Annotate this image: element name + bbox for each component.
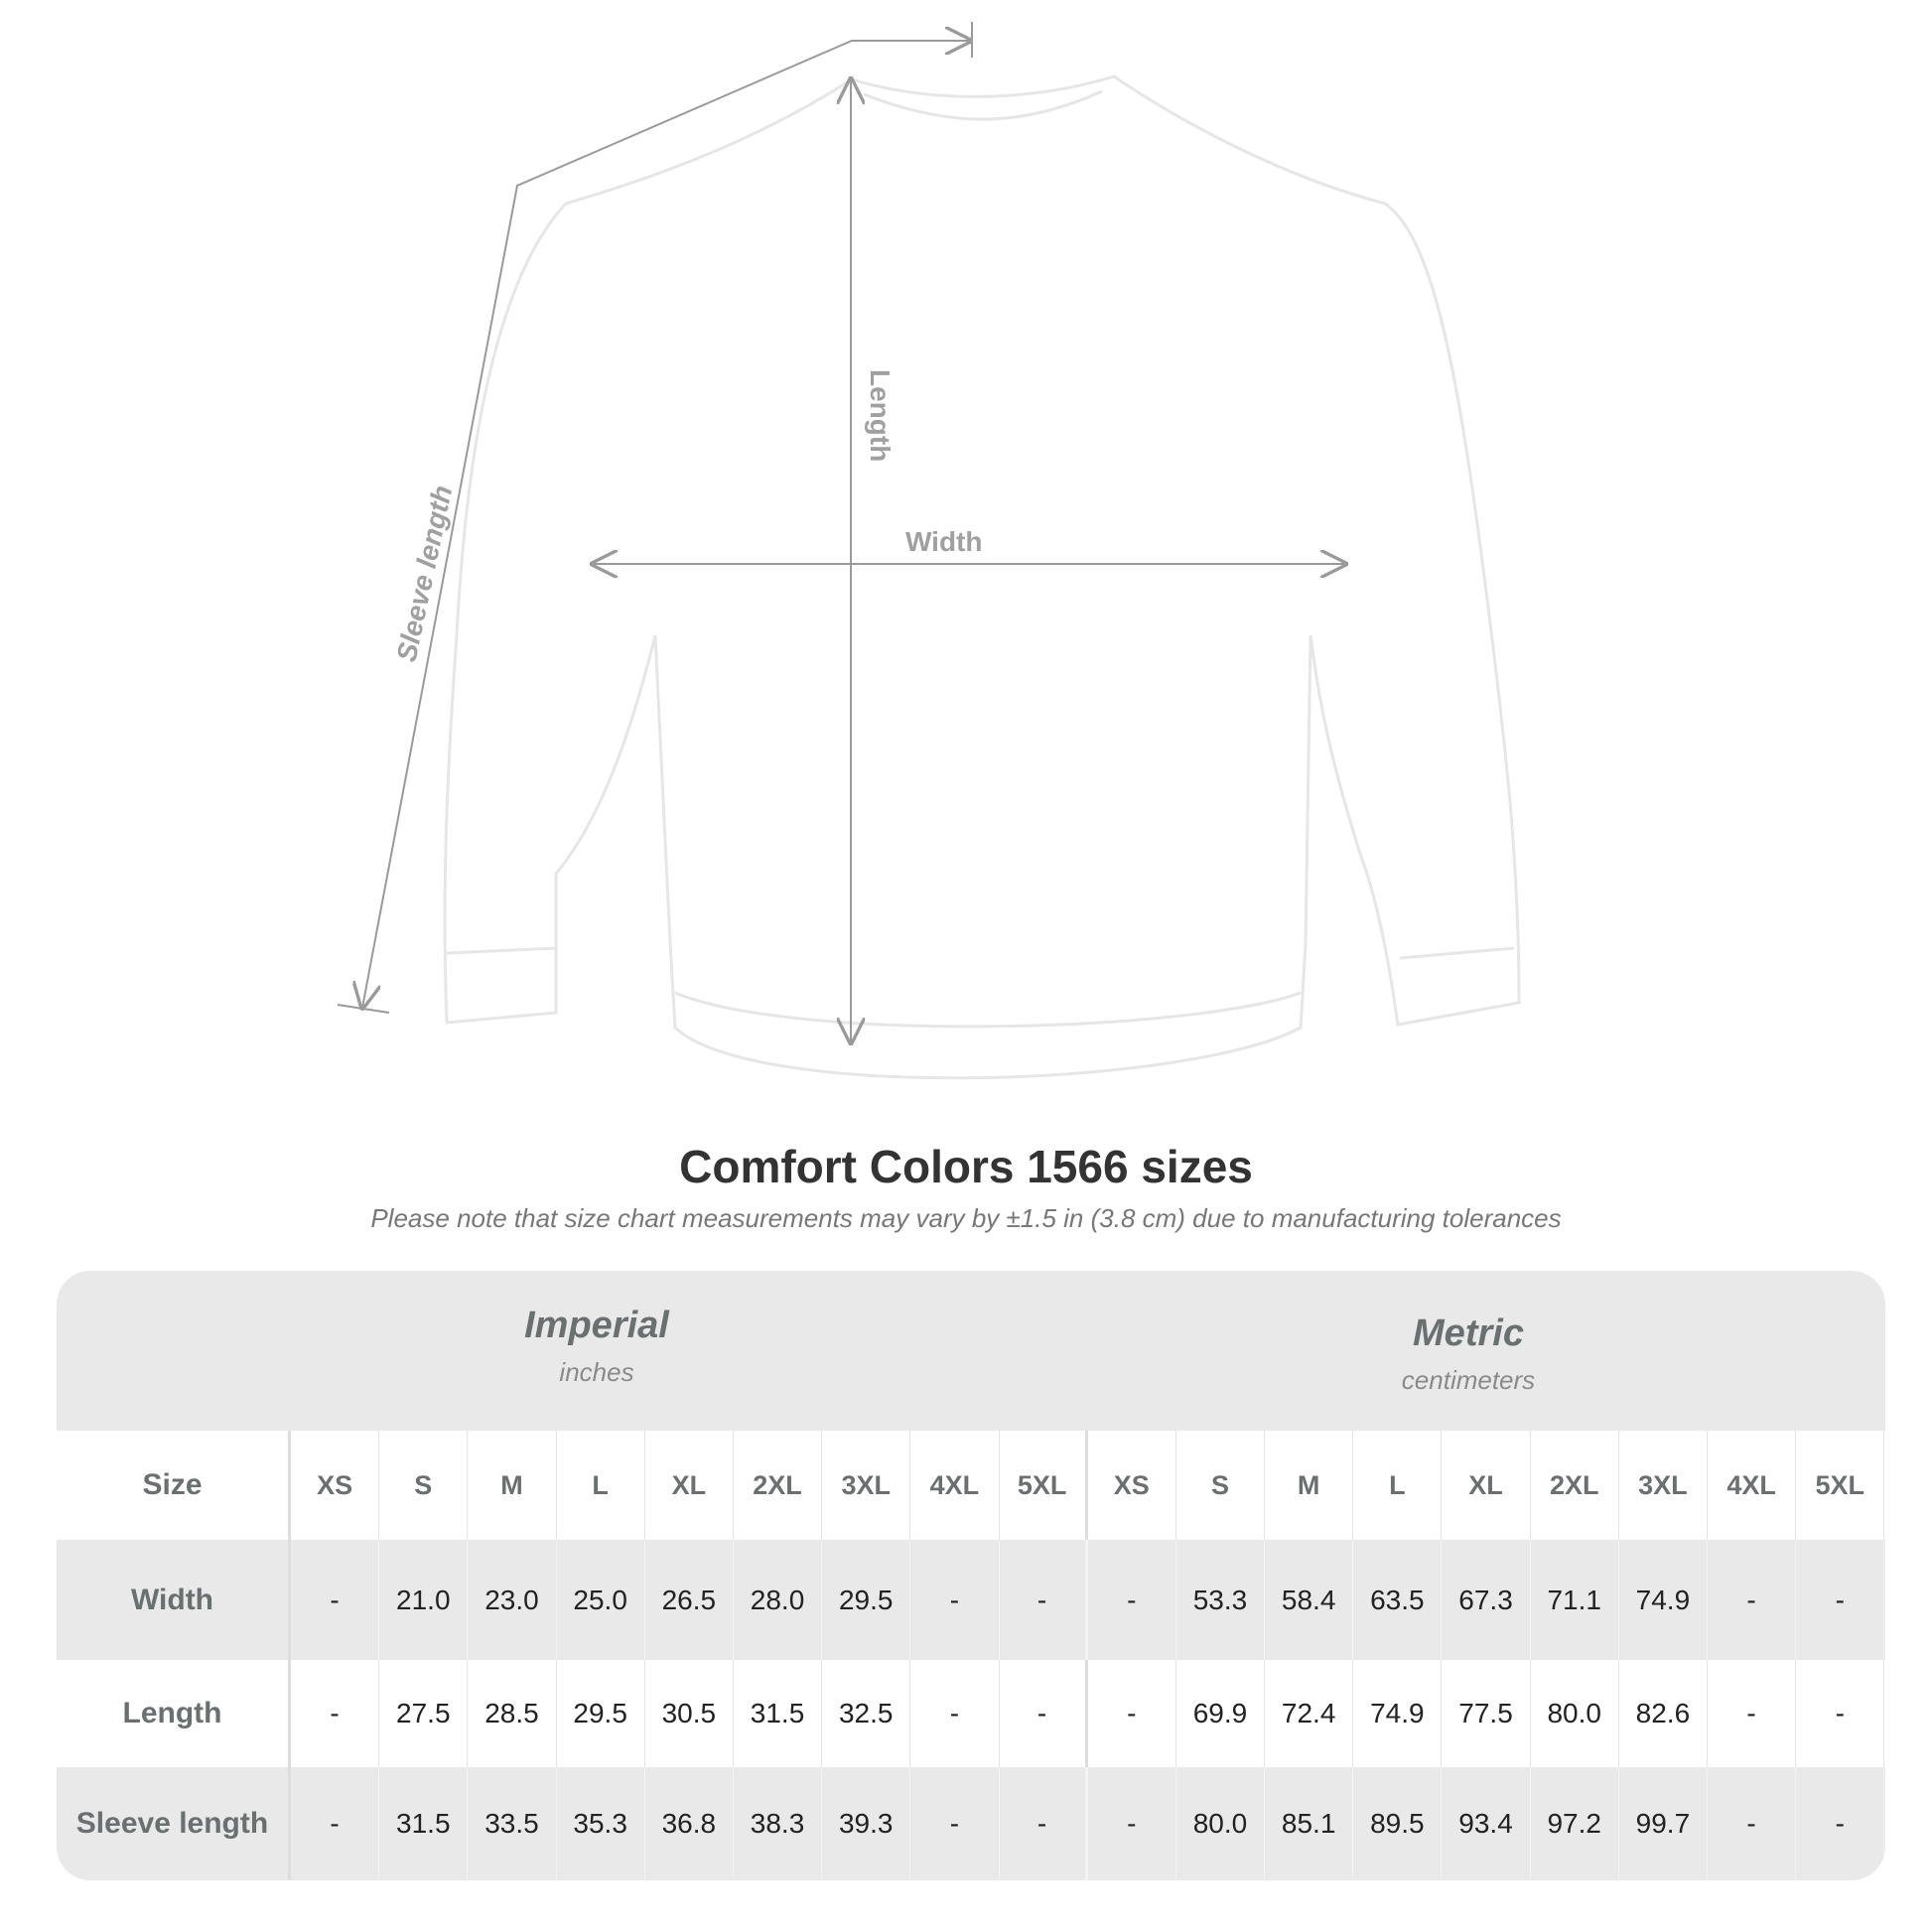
- table-cell: 72.4: [1265, 1660, 1354, 1767]
- page-title: Comfort Colors 1566 sizes: [679, 1141, 1253, 1192]
- size-header-cell: L: [557, 1431, 645, 1540]
- sweatshirt-illustration: [443, 74, 1521, 1080]
- size-header-cell: 5XL: [1000, 1431, 1088, 1540]
- table-cell: 71.1: [1531, 1540, 1619, 1660]
- table-cell: -: [1708, 1540, 1797, 1660]
- table-cell: 80.0: [1176, 1767, 1266, 1880]
- size-header-cell: S: [1176, 1431, 1266, 1540]
- group-unit: centimeters: [1401, 1365, 1536, 1395]
- size-header-cell: 3XL: [822, 1431, 911, 1540]
- table-cell: 77.5: [1442, 1660, 1531, 1767]
- table-cell: 31.5: [379, 1767, 469, 1880]
- table-cell: -: [1088, 1540, 1176, 1660]
- table-header-band: [57, 1271, 1885, 1431]
- group-name: Metric: [1413, 1312, 1524, 1354]
- group-name: Imperial: [524, 1305, 669, 1346]
- row-label: Width: [57, 1540, 291, 1660]
- table-row: Sleeve length -31.5 33.5 35.3 36.8 38.3 39.3-…: [57, 1767, 1885, 1880]
- table-cell: 74.9: [1353, 1660, 1443, 1767]
- table-cell: 82.6: [1619, 1660, 1708, 1767]
- table-cell: 23.0: [468, 1540, 557, 1660]
- width-label: Width: [905, 526, 983, 557]
- table-cell: -: [1796, 1660, 1885, 1767]
- table-cell: 99.7: [1619, 1767, 1708, 1880]
- table-cell: -: [1000, 1660, 1088, 1767]
- table-cell: 80.0: [1531, 1660, 1619, 1767]
- size-header-cell: XL: [1442, 1431, 1531, 1540]
- size-header-cell: L: [1353, 1431, 1443, 1540]
- size-header-cell: XL: [645, 1431, 734, 1540]
- size-header-cell: 4XL: [910, 1431, 1000, 1540]
- table-cell: 39.3: [822, 1767, 911, 1880]
- table-cell: 25.0: [557, 1540, 645, 1660]
- size-table: Imperial inches Metric centimeters Size …: [57, 1271, 1885, 1880]
- tolerance-note: Please note that size chart measurements…: [370, 1203, 1562, 1233]
- table-cell: 29.5: [822, 1540, 911, 1660]
- row-label: Length: [57, 1660, 291, 1767]
- table-cell: -: [291, 1767, 380, 1880]
- table-cell: -: [910, 1540, 1000, 1660]
- table-cell: 28.5: [468, 1660, 557, 1767]
- table-cell: 33.5: [468, 1767, 557, 1880]
- table-cell: 35.3: [557, 1767, 645, 1880]
- table-cell: -: [291, 1660, 380, 1767]
- table-cell: -: [1796, 1767, 1885, 1880]
- table-cell: -: [910, 1767, 1000, 1880]
- table-cell: -: [910, 1660, 1000, 1767]
- sleeve-arrow: [362, 41, 970, 1008]
- table-cell: -: [1796, 1540, 1885, 1660]
- table-cell: 63.5: [1353, 1540, 1443, 1660]
- size-header-cell: XS: [291, 1431, 380, 1540]
- table-cell: 89.5: [1353, 1767, 1443, 1880]
- size-header-cell: 4XL: [1708, 1431, 1797, 1540]
- group-imperial: Imperial inches: [249, 1305, 944, 1388]
- table-row: Width -21.0 23.0 25.0 26.5 28.0 29.5- - -53.3 58…: [57, 1540, 1885, 1660]
- table-cell: 38.3: [734, 1767, 823, 1880]
- size-header-cell: 2XL: [734, 1431, 823, 1540]
- size-header-row: Size XS S M L XL 2XL 3XL 4XL 5XL XS S M L XL 2XL 3XL 4XL…: [57, 1431, 1885, 1540]
- table-cell: 31.5: [734, 1660, 823, 1767]
- size-header-cell: XS: [1088, 1431, 1176, 1540]
- table-cell: 97.2: [1531, 1767, 1619, 1880]
- sleeve-length-label: Sleeve length: [391, 483, 459, 664]
- table-cell: -: [1000, 1540, 1088, 1660]
- size-header-cell: M: [468, 1431, 557, 1540]
- measurement-lines: [337, 22, 1345, 1042]
- table-cell: -: [1088, 1767, 1176, 1880]
- table-cell: 74.9: [1619, 1540, 1708, 1660]
- table-cell: -: [1708, 1660, 1797, 1767]
- size-header-cell: 3XL: [1619, 1431, 1708, 1540]
- size-header-cell: 5XL: [1796, 1431, 1885, 1540]
- size-header-cell: M: [1265, 1431, 1354, 1540]
- row-label: Sleeve length: [57, 1767, 291, 1880]
- size-label: Size: [57, 1431, 291, 1540]
- table-cell: -: [1708, 1767, 1797, 1880]
- size-header-cell: 2XL: [1531, 1431, 1619, 1540]
- group-metric: Metric centimeters: [1121, 1312, 1816, 1396]
- table-cell: 26.5: [645, 1540, 734, 1660]
- table-cell: 85.1: [1265, 1767, 1354, 1880]
- table-cell: 58.4: [1265, 1540, 1354, 1660]
- size-header-cell: S: [379, 1431, 469, 1540]
- table-cell: -: [1000, 1767, 1088, 1880]
- table-cell: 69.9: [1176, 1660, 1266, 1767]
- table-cell: 32.5: [822, 1660, 911, 1767]
- table-cell: -: [291, 1540, 380, 1660]
- table-cell: 29.5: [557, 1660, 645, 1767]
- table-cell: 28.0: [734, 1540, 823, 1660]
- table-cell: 53.3: [1176, 1540, 1266, 1660]
- table-cell: 36.8: [645, 1767, 734, 1880]
- table-cell: -: [1088, 1660, 1176, 1767]
- length-label: Length: [865, 369, 896, 462]
- table-cell: 21.0: [379, 1540, 469, 1660]
- group-unit: inches: [559, 1357, 634, 1387]
- table-row: Length -27.5 28.5 29.5 30.5 31.5 32.5- - -69.9 7…: [57, 1660, 1885, 1767]
- table-cell: 30.5: [645, 1660, 734, 1767]
- table-cell: 67.3: [1442, 1540, 1531, 1660]
- table-cell: 93.4: [1442, 1767, 1531, 1880]
- table-cell: 27.5: [379, 1660, 469, 1767]
